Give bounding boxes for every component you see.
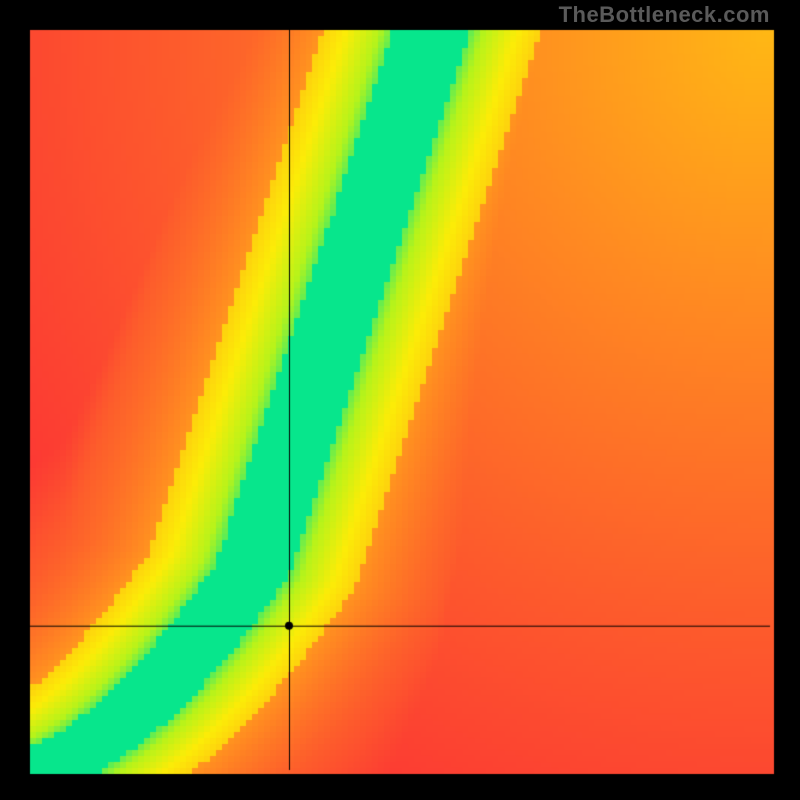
chart-container: TheBottleneck.com — [0, 0, 800, 800]
watermark-text: TheBottleneck.com — [559, 2, 770, 28]
bottleneck-heatmap — [0, 0, 800, 800]
